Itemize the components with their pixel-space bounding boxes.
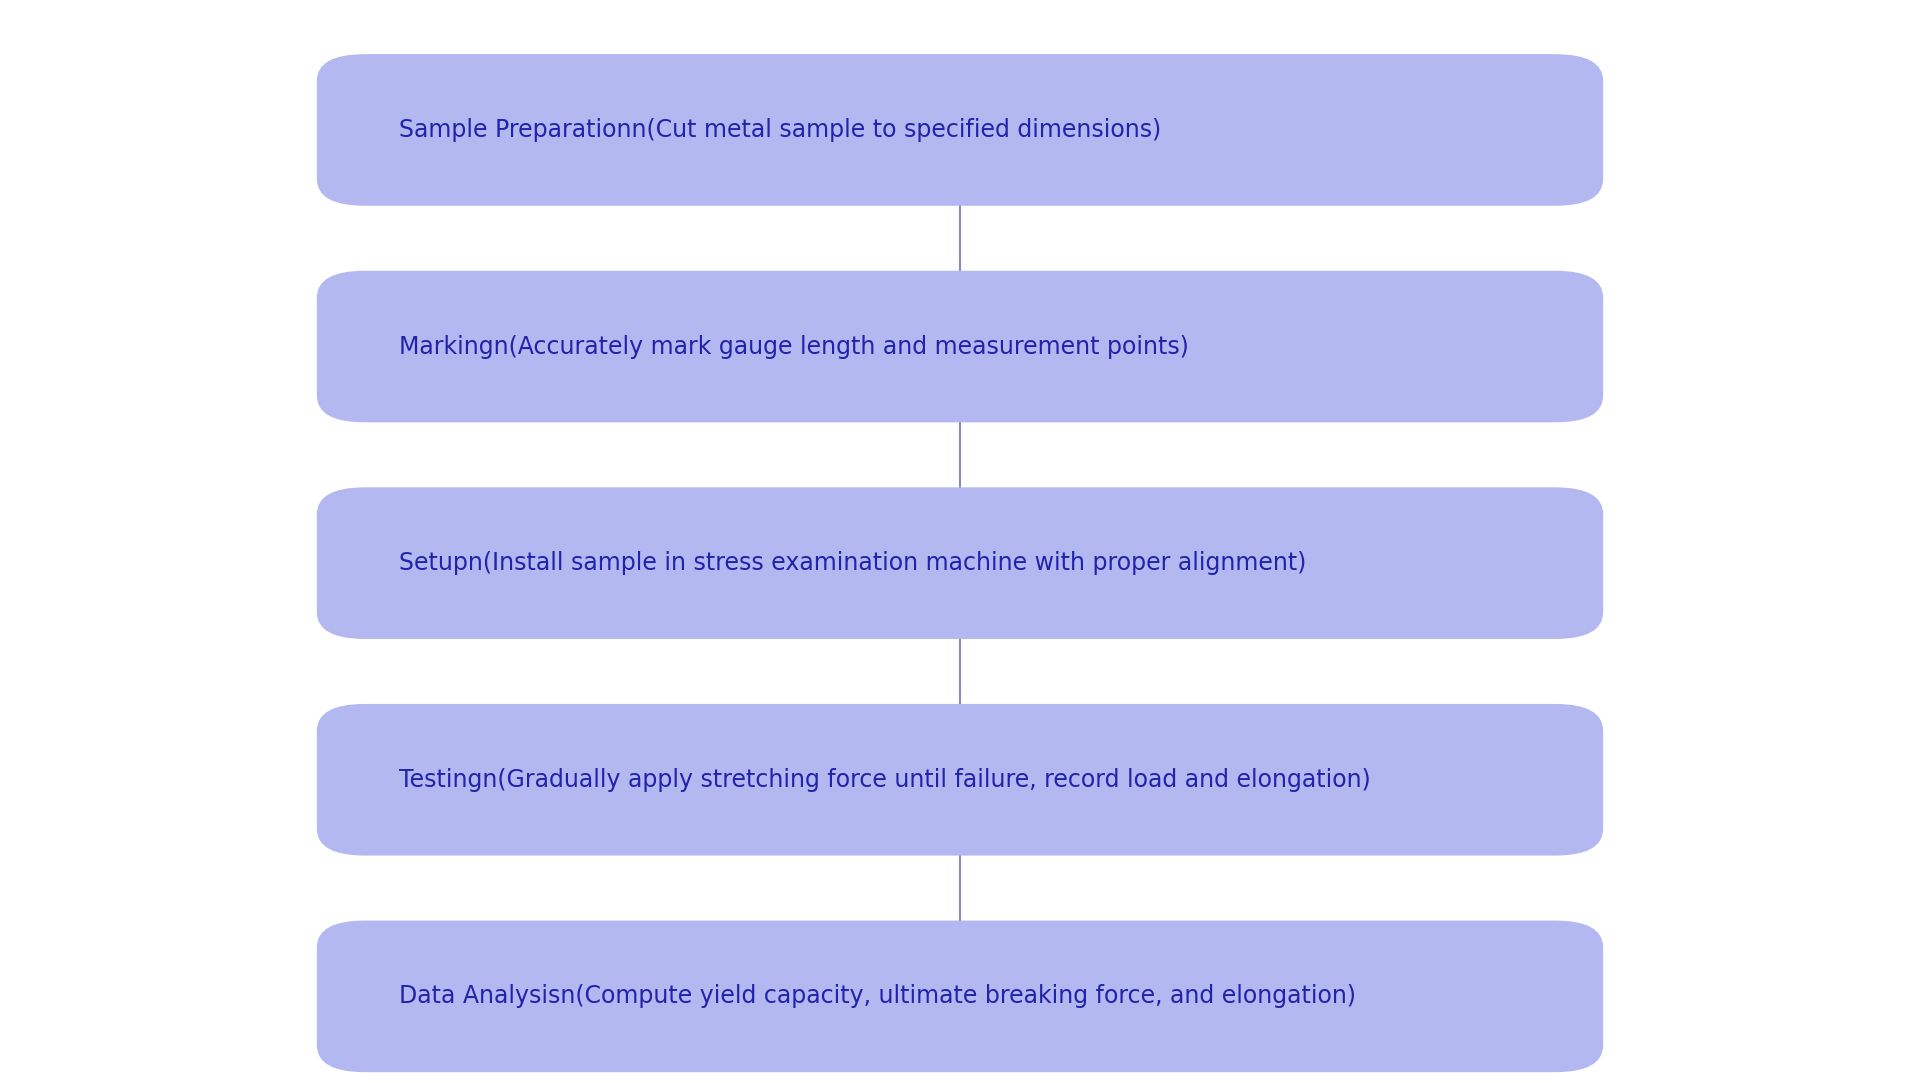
FancyBboxPatch shape [317, 54, 1603, 206]
Text: Setupn(Install sample in stress examination machine with proper alignment): Setupn(Install sample in stress examinat… [399, 551, 1308, 575]
FancyBboxPatch shape [317, 921, 1603, 1072]
Text: Sample Preparationn(Cut metal sample to specified dimensions): Sample Preparationn(Cut metal sample to … [399, 118, 1162, 142]
Text: Markingn(Accurately mark gauge length and measurement points): Markingn(Accurately mark gauge length an… [399, 335, 1188, 358]
FancyBboxPatch shape [317, 271, 1603, 422]
FancyBboxPatch shape [317, 487, 1603, 639]
FancyBboxPatch shape [317, 704, 1603, 856]
Text: Testingn(Gradually apply stretching force until failure, record load and elongat: Testingn(Gradually apply stretching forc… [399, 768, 1371, 792]
Text: Data Analysisn(Compute yield capacity, ultimate breaking force, and elongation): Data Analysisn(Compute yield capacity, u… [399, 984, 1356, 1008]
